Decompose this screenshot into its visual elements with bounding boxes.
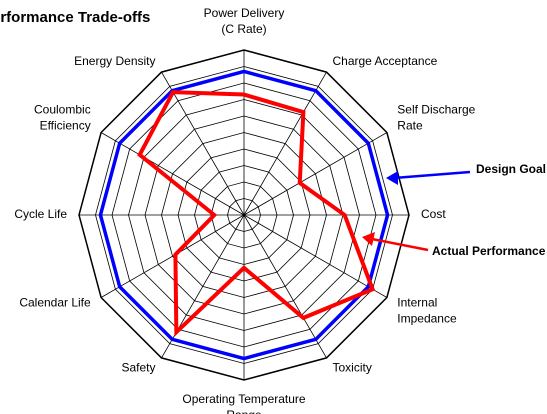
- axis-label: Coulombic: [34, 103, 91, 117]
- axis-label: Impedance: [397, 312, 457, 326]
- axis-spoke: [243, 132, 388, 216]
- axis-label: Internal: [397, 296, 437, 310]
- actual-performance-arrowhead: [362, 232, 375, 246]
- axis-label: Efficiency: [40, 119, 91, 133]
- axis-label: Self Discharge: [397, 103, 475, 117]
- axis-spoke: [100, 214, 245, 298]
- axis-label: (C Rate): [221, 22, 266, 36]
- annotation-actual-performance: Actual Performance: [432, 244, 546, 258]
- axis-label: Range: [226, 408, 262, 414]
- annotation-design-goal: Design Goal: [476, 162, 546, 176]
- axis-label: Operating Temperature: [182, 392, 306, 406]
- axis-spoke: [100, 132, 245, 216]
- chart-title: erformance Trade-offs: [0, 9, 150, 26]
- axis-spoke: [243, 71, 327, 216]
- axis-label: Energy Density: [74, 54, 155, 68]
- axis-label: Toxicity: [333, 360, 372, 374]
- series-line: [137, 90, 376, 337]
- axis-label: Charge Acceptance: [333, 54, 438, 68]
- axis-spoke: [161, 71, 245, 216]
- series-line: [98, 69, 390, 361]
- labels: Power Delivery (C Rate) Charge Acceptance S…: [14, 6, 475, 414]
- axis-label: Cycle Life: [14, 207, 67, 221]
- axis-label: Rate: [397, 119, 423, 133]
- axis-label: Safety: [121, 360, 155, 374]
- axis-label: Power Delivery: [204, 6, 285, 20]
- axis-spoke: [243, 214, 388, 298]
- actual-performance-arrow: [371, 237, 429, 252]
- design-goal-arrowhead: [386, 171, 398, 185]
- axis-spoke: [243, 214, 327, 359]
- marks: [98, 69, 390, 361]
- axis-label: Calendar Life: [19, 296, 91, 310]
- grid: [78, 49, 410, 381]
- axis-label: Cost: [421, 207, 446, 221]
- design-goal-arrow: [393, 170, 471, 180]
